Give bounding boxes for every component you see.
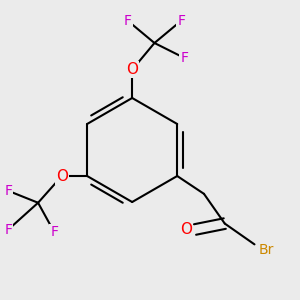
Text: F: F bbox=[50, 226, 59, 239]
Text: F: F bbox=[124, 14, 132, 28]
Text: F: F bbox=[4, 223, 12, 236]
Text: O: O bbox=[56, 169, 68, 184]
Text: O: O bbox=[180, 222, 192, 237]
Text: F: F bbox=[177, 14, 185, 28]
Text: Br: Br bbox=[259, 243, 274, 257]
Text: O: O bbox=[126, 62, 138, 77]
Text: F: F bbox=[4, 184, 12, 198]
Text: F: F bbox=[180, 51, 188, 65]
